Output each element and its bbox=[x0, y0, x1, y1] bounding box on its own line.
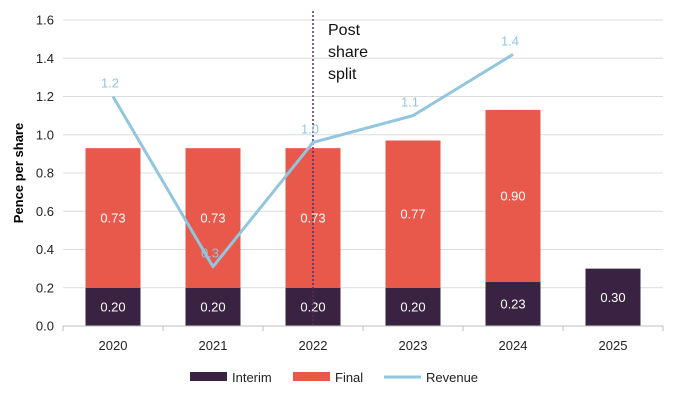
final-bar-label: 0.77 bbox=[400, 207, 425, 222]
x-tick-label: 2024 bbox=[499, 338, 528, 353]
revenue-line-group: 1.2 0.3 1.0 1.1 1.4 bbox=[101, 33, 519, 269]
legend-swatch-final bbox=[293, 372, 330, 381]
interim-bar-2020 bbox=[85, 287, 141, 326]
annotation-line-1: Post bbox=[328, 22, 361, 39]
x-tick-label: 2020 bbox=[99, 338, 128, 353]
revenue-data-label: 1.1 bbox=[401, 95, 419, 110]
legend-label-interim: Interim bbox=[232, 370, 272, 385]
x-tick-label: 2023 bbox=[399, 338, 428, 353]
interim-bar-2021 bbox=[185, 287, 241, 326]
final-bar-label: 0.73 bbox=[300, 210, 325, 225]
final-bar-label: 0.73 bbox=[100, 210, 125, 225]
interim-bar-label: 0.20 bbox=[300, 299, 325, 314]
final-bar-2023 bbox=[385, 140, 441, 288]
y-tick-label: 0.2 bbox=[36, 280, 54, 295]
revenue-data-label: 1.4 bbox=[501, 33, 519, 48]
final-bar-2024 bbox=[485, 109, 541, 283]
bars: 0.20 0.73 0.20 0.73 0.20 0.73 0.20 0.77 0.23 0.90… bbox=[85, 109, 641, 326]
final-bar-2020 bbox=[85, 148, 141, 288]
y-axis-ticks: 0.0 0.2 0.4 0.6 0.8 1.0 1.2 1.4 1.6 bbox=[36, 13, 54, 334]
interim-bar-label: 0.23 bbox=[500, 297, 525, 312]
x-tick-label: 2021 bbox=[199, 338, 228, 353]
annotation-line-3: split bbox=[328, 66, 357, 83]
y-tick-label: 0.6 bbox=[36, 204, 54, 219]
interim-bar-label: 0.20 bbox=[100, 299, 125, 314]
final-bar-label: 0.90 bbox=[500, 188, 525, 203]
legend-swatch-interim bbox=[190, 372, 227, 381]
x-tick-label: 2025 bbox=[599, 338, 628, 353]
interim-bar-2025 bbox=[585, 268, 641, 326]
revenue-data-label: 0.3 bbox=[201, 246, 219, 261]
y-tick-label: 0.8 bbox=[36, 166, 54, 181]
interim-bar-2023 bbox=[385, 287, 441, 326]
revenue-line bbox=[111, 53, 514, 269]
legend-label-revenue: Revenue bbox=[426, 370, 478, 385]
x-tick-label: 2022 bbox=[299, 338, 328, 353]
interim-bar-label: 0.30 bbox=[600, 290, 625, 305]
y-tick-label: 1.2 bbox=[36, 89, 54, 104]
interim-bar-label: 0.20 bbox=[400, 299, 425, 314]
legend: Interim Final Revenue bbox=[190, 370, 478, 385]
annotation-line-2: share bbox=[328, 44, 368, 61]
y-tick-label: 0.0 bbox=[36, 319, 54, 334]
y-axis-label: Pence per share bbox=[11, 123, 26, 223]
interim-bar-label: 0.20 bbox=[200, 299, 225, 314]
legend-label-final: Final bbox=[335, 370, 363, 385]
y-tick-label: 1.0 bbox=[36, 127, 54, 142]
gridlines bbox=[63, 19, 663, 289]
y-tick-label: 0.4 bbox=[36, 242, 54, 257]
y-tick-label: 1.6 bbox=[36, 13, 54, 28]
interim-bar-2024 bbox=[485, 282, 541, 326]
final-bar-label: 0.73 bbox=[200, 210, 225, 225]
y-tick-label: 1.4 bbox=[36, 51, 54, 66]
x-axis-ticks: 2020 2021 2022 2023 2024 2025 bbox=[62, 326, 664, 353]
revenue-data-label: 1.2 bbox=[101, 76, 119, 91]
revenue-data-label: 1.0 bbox=[301, 121, 319, 136]
